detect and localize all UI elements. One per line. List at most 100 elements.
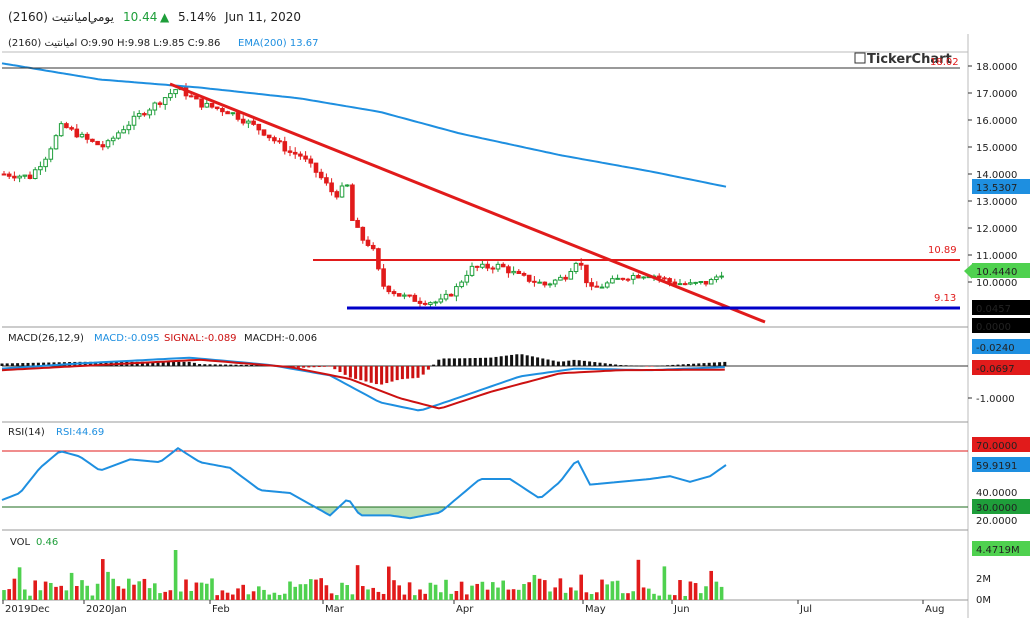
candle-body — [110, 137, 116, 142]
macd-hist-bar — [343, 366, 347, 375]
trend-line[interactable] — [169, 82, 766, 324]
candle-body — [511, 270, 516, 274]
macd-legend: MACD(26,12,9) — [8, 333, 84, 344]
volume-bar — [127, 578, 131, 600]
macd-hist-bar — [577, 360, 581, 366]
last-price-badge: 10.4440 — [976, 267, 1017, 278]
candle-body — [350, 184, 355, 221]
macd-hist-bar — [541, 358, 545, 366]
rsi-70-badge: 70.0000 — [976, 441, 1017, 452]
macd-hist-bar — [666, 365, 670, 366]
macd-hist-bar — [406, 366, 410, 379]
macd-hist-bar — [192, 362, 196, 366]
candle-body — [490, 267, 496, 270]
macd-hist-bar — [385, 366, 389, 384]
candle-body — [568, 271, 574, 280]
stock-chart[interactable]: اميانتيت (2160) O:9.90 H:9.98 L:9.85 C:9… — [0, 34, 1035, 618]
volume-bar — [673, 595, 677, 600]
macd-hist-bar — [593, 362, 597, 366]
candle-body — [256, 123, 262, 131]
candle-body — [266, 134, 272, 139]
volume-bar — [153, 583, 157, 600]
rsi-last-badge: 59.9191 — [976, 461, 1017, 472]
volume-bar — [589, 594, 594, 600]
macd-hist-bar — [530, 356, 534, 366]
candle-body — [604, 282, 610, 288]
candle-body — [386, 285, 392, 293]
macd-hist-bar — [146, 361, 150, 366]
candle-body — [396, 293, 402, 297]
time-tick-label: May — [585, 604, 606, 615]
macd-hist-bar — [182, 361, 186, 366]
candle-body — [282, 141, 288, 152]
volume-bar — [652, 593, 656, 600]
volume-bar — [262, 589, 266, 600]
candle-body — [131, 115, 137, 126]
volume-legend: VOL — [10, 537, 31, 548]
macd-hist-bar — [494, 356, 498, 366]
price-tick-label: 14.0000 — [976, 170, 1017, 181]
volume-bar — [80, 580, 84, 600]
volume-bar — [470, 585, 474, 600]
volume-bar — [12, 578, 17, 600]
candle-body — [152, 102, 158, 111]
candle-body — [480, 263, 485, 268]
candle-body — [64, 123, 69, 129]
candle-body — [620, 277, 626, 280]
rsi-legend: RSI(14) — [8, 427, 45, 438]
candle-body — [474, 265, 480, 268]
volume-bar — [709, 570, 713, 600]
volume-bar — [537, 578, 542, 600]
macd-value: MACD:-0.095 — [94, 333, 160, 344]
candle-body — [12, 175, 17, 179]
candle-body — [672, 281, 678, 285]
macd-hist-bar — [338, 366, 342, 373]
time-tick-label: Mar — [325, 604, 345, 615]
volume-bar — [303, 584, 308, 600]
signal-line — [1, 358, 725, 410]
candle-body — [225, 111, 230, 115]
candle-body — [599, 286, 605, 289]
candle-body — [74, 128, 80, 138]
volume-bar — [277, 594, 282, 600]
rsi-30-badge: 30.0000 — [976, 503, 1017, 514]
volume-bar — [506, 589, 511, 600]
macd-hist-bar — [47, 362, 51, 366]
period-label[interactable]: يومي — [88, 10, 114, 24]
macd-hist-bar — [416, 366, 420, 378]
support-badge: 0.0457 — [976, 304, 1011, 315]
macd-hist-bar — [608, 363, 612, 366]
macd-hist-bar — [567, 360, 571, 366]
candle-body — [667, 278, 672, 283]
candle-body — [69, 127, 74, 130]
macd-hist-bar — [187, 361, 191, 366]
candle-body — [79, 133, 85, 138]
volume-bar — [532, 574, 537, 600]
volume-bar — [121, 588, 126, 600]
candle-body — [693, 281, 698, 284]
macd-hist-bar — [692, 363, 696, 366]
candle-body — [594, 285, 600, 288]
volume-bar — [491, 582, 495, 600]
macd-hist-bar — [244, 364, 248, 366]
volume-bar — [657, 595, 661, 600]
volume-bar — [693, 583, 698, 600]
macd-hist-bar — [437, 359, 441, 366]
price-tick-label: 17.0000 — [976, 89, 1017, 100]
candle-body — [147, 109, 152, 116]
candle-body — [246, 120, 251, 124]
macd-hist-bar — [10, 363, 14, 366]
candle-body — [136, 113, 142, 117]
symbol-name[interactable]: اميانتيت (2160) — [8, 10, 92, 24]
volume-value: 0.46 — [36, 537, 58, 548]
volume-bar — [101, 559, 105, 600]
volume-bar — [158, 593, 162, 600]
macd-hist-bar — [676, 364, 680, 366]
volume-bar — [7, 589, 11, 600]
candle-body — [506, 266, 511, 274]
macd-hist-bar — [640, 365, 644, 367]
volume-bar — [267, 594, 271, 600]
volume-bar — [309, 579, 313, 600]
macd-hist-bar — [551, 360, 555, 366]
macd-hist-bar — [224, 364, 228, 366]
